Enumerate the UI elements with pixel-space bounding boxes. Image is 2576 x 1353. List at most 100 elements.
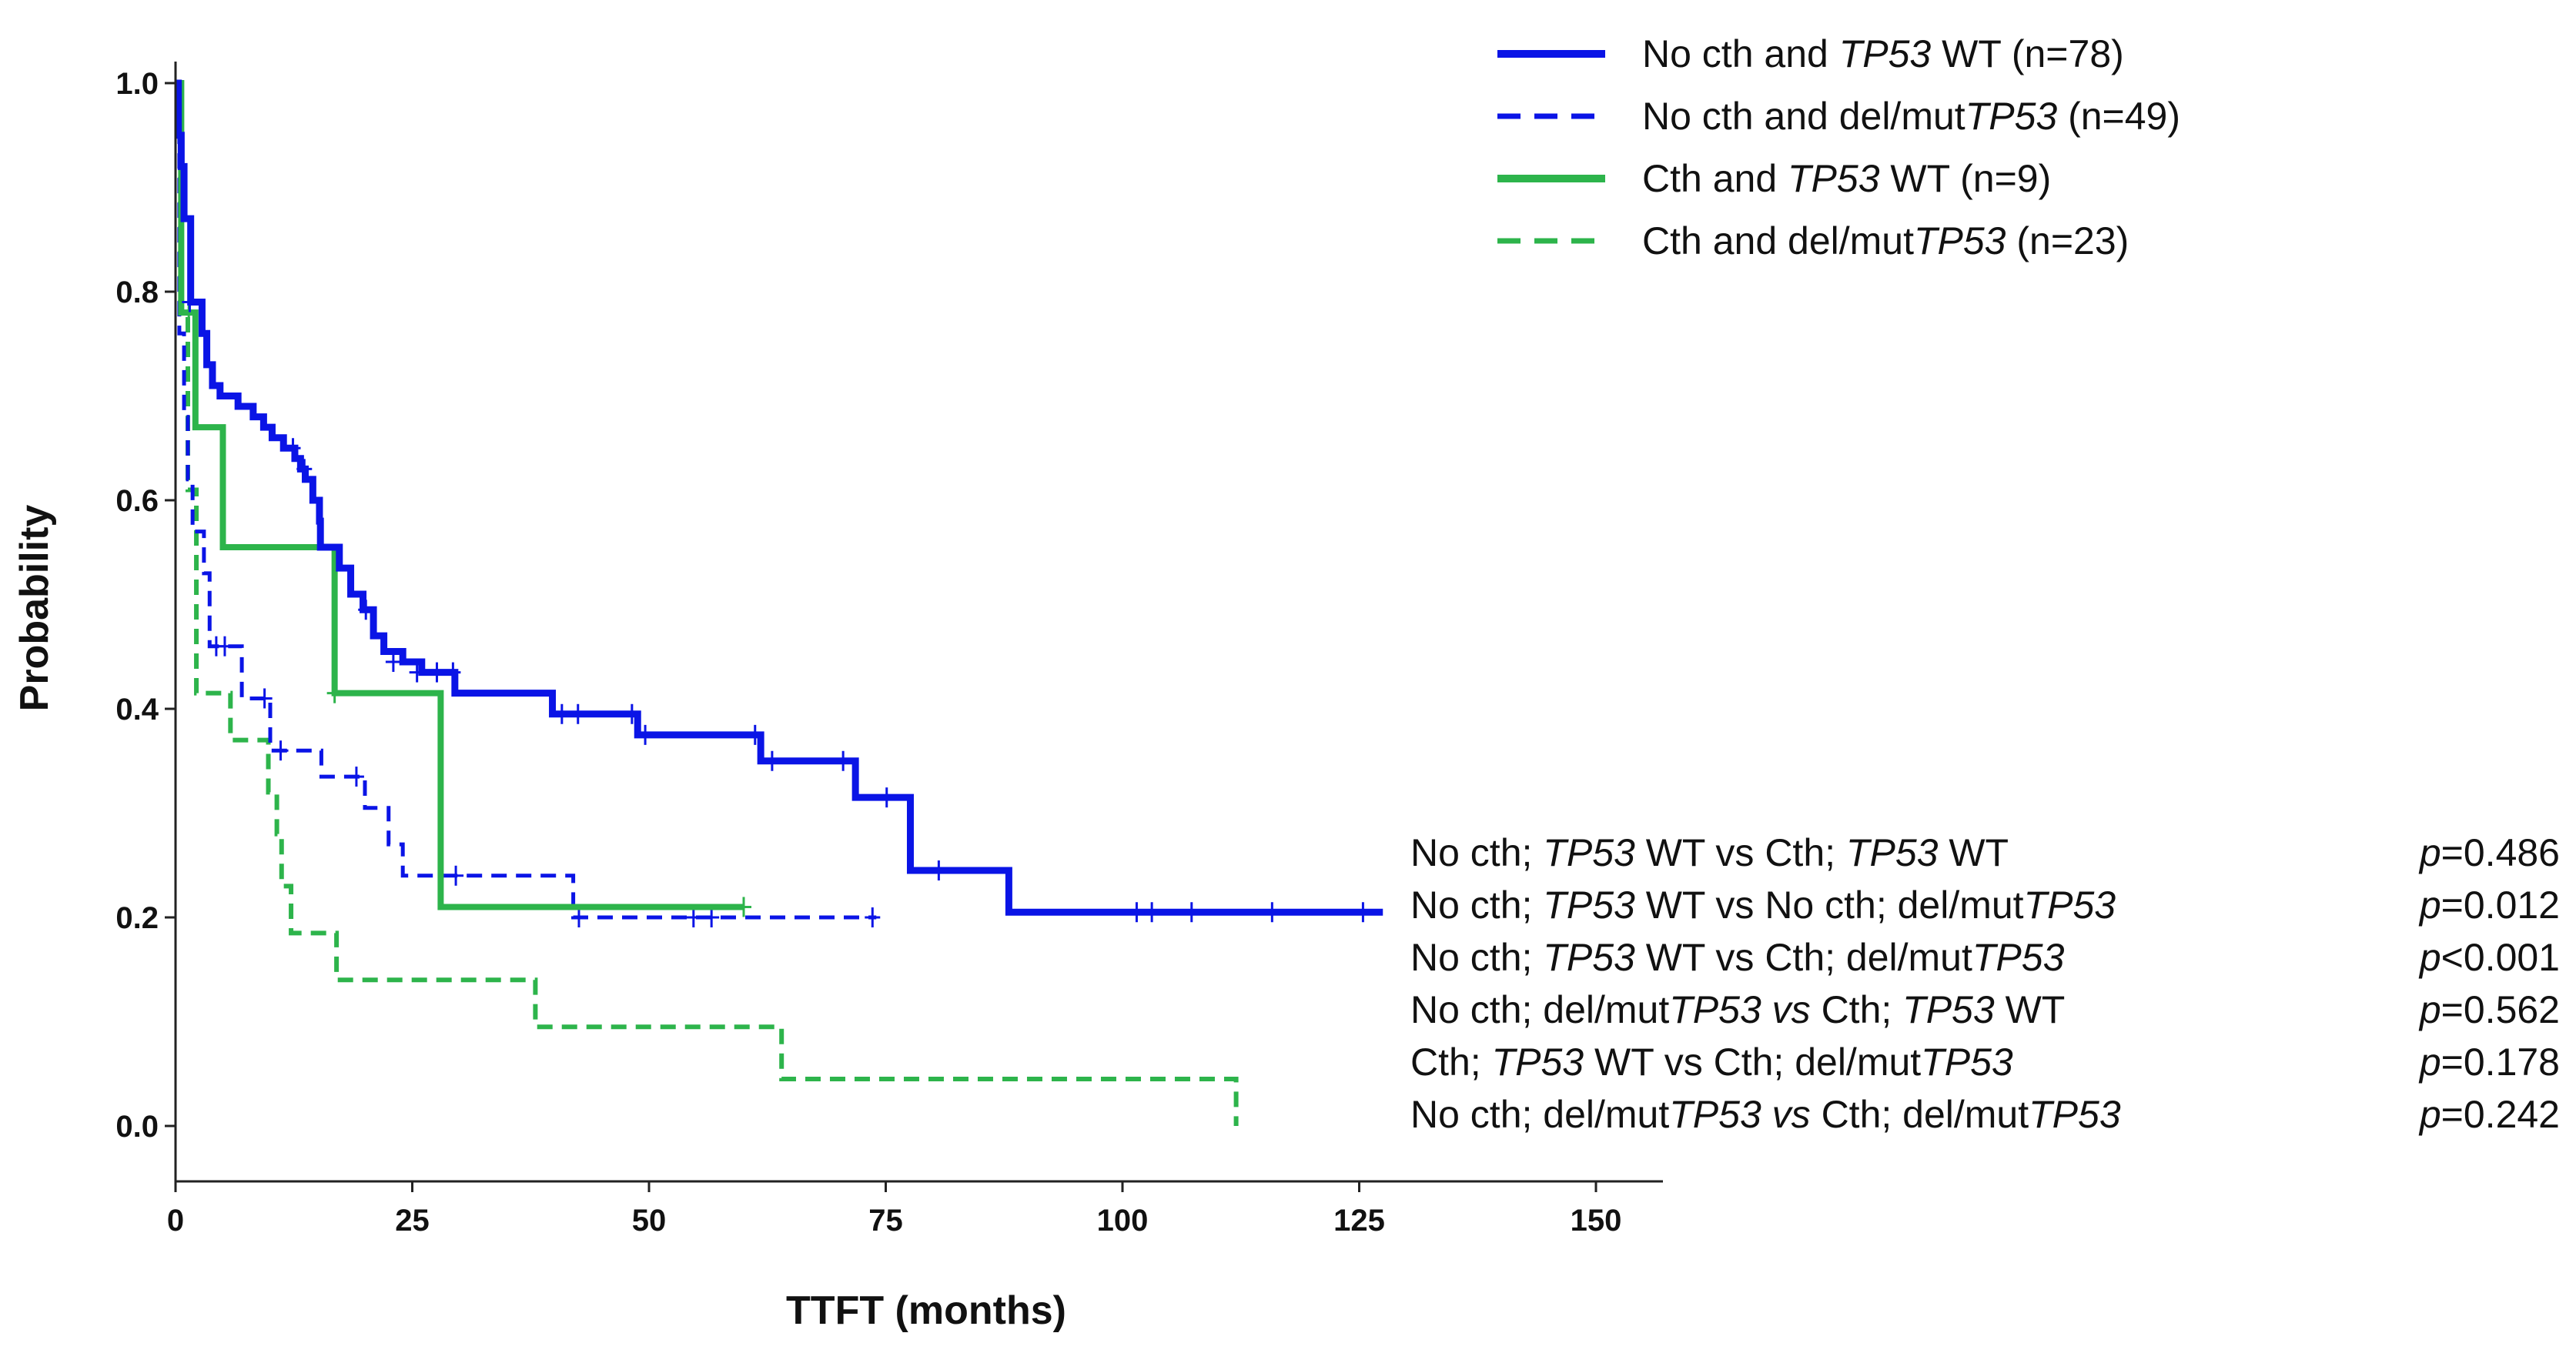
text-segment: Cth and: [1642, 157, 1788, 200]
legend: No cth and TP53 WT (n=78) No cth and del/…: [1497, 32, 2180, 262]
censor-mark: [570, 703, 586, 724]
text-segment: TP53: [1965, 95, 2058, 138]
text-segment: (n=49): [2057, 95, 2180, 138]
survival-curve: [176, 81, 877, 920]
censor-mark: [445, 662, 461, 683]
censor-mark: [747, 724, 763, 745]
x-axis-title: TTFT (months): [786, 1288, 1066, 1333]
x-tick-label: 125: [1333, 1204, 1385, 1238]
legend-label: No cth and del/mutTP53 (n=49): [1642, 95, 2180, 138]
censor-mark: [385, 652, 401, 673]
comparison-label: Cth; TP53 WT vs Cth; del/mutTP53: [1410, 1041, 2013, 1084]
p-symbol: p: [2418, 1093, 2441, 1136]
y-tick-label: 1.0: [115, 67, 159, 101]
y-tick-label: 0.6: [115, 484, 159, 518]
p-value: p<0.001: [2418, 936, 2560, 979]
p-symbol: p: [2418, 831, 2441, 874]
censor-mark: [685, 907, 701, 927]
p-symbol: p: [2418, 1041, 2441, 1084]
text-segment: TP53: [2029, 1093, 2121, 1136]
text-segment: TP53: [2024, 884, 2116, 927]
censor-mark: [1183, 902, 1199, 923]
censor-mark: [216, 636, 233, 656]
censor-mark: [256, 688, 273, 709]
censor-mark: [878, 787, 895, 808]
text-segment: WT: [1938, 831, 2009, 874]
text-segment: No cth;: [1410, 831, 1543, 874]
legend-label: Cth and TP53 WT (n=9): [1642, 157, 2051, 200]
comparison-label: No cth; del/mutTP53 vs Cth; del/mutTP53: [1410, 1093, 2121, 1136]
censor-mark: [409, 662, 425, 683]
text-segment: TP53 vs: [1669, 988, 1810, 1031]
censor-mark: [865, 907, 881, 927]
text-segment: TP53: [1788, 157, 1880, 200]
survival-curve: [176, 81, 1239, 1126]
censor-mark: [429, 662, 445, 683]
text-segment: No cth and: [1642, 32, 1839, 75]
censor-mark: [736, 897, 751, 917]
x-tick-label: 150: [1571, 1204, 1622, 1238]
censor-mark: [570, 907, 587, 927]
p-value: p=0.178: [2418, 1041, 2560, 1084]
censor-mark: [704, 907, 720, 927]
text-segment: TP53: [1914, 219, 2006, 262]
p-number: =0.178: [2441, 1041, 2560, 1084]
plot-area: [175, 79, 1383, 1126]
legend-label: Cth and del/mutTP53 (n=23): [1642, 219, 2129, 262]
text-segment: WT vs Cth; del/mut: [1584, 1041, 1921, 1084]
text-segment: WT vs Cth; del/mut: [1635, 936, 1972, 979]
axes: 0.0 0.2 0.4 0.6 0.8 1.0 0 25 50 75 100 125 150: [115, 62, 1663, 1238]
text-segment: WT (n=78): [1931, 32, 2124, 75]
survival-curve: [175, 79, 1383, 916]
text-segment: No cth; del/mut: [1410, 988, 1669, 1031]
p-symbol: p: [2418, 884, 2441, 927]
p-number: =0.486: [2441, 831, 2560, 874]
censor-mark: [448, 865, 464, 886]
censor-mark: [358, 600, 374, 620]
y-axis-title: Probability: [12, 505, 57, 712]
censor-mark: [348, 767, 364, 787]
censor-mark: [835, 750, 851, 771]
text-segment: Cth and del/mut: [1642, 219, 1914, 262]
p-number: <0.001: [2441, 936, 2560, 979]
text-segment: Cth; del/mut: [1811, 1093, 2029, 1136]
x-tick-label: 0: [167, 1204, 184, 1238]
censor-mark: [182, 292, 198, 312]
censor-mark: [637, 724, 654, 745]
censor-mark: [624, 703, 640, 724]
p-number: =0.242: [2441, 1093, 2560, 1136]
legend-label: No cth and TP53 WT (n=78): [1642, 32, 2124, 75]
text-segment: No cth and del/mut: [1642, 95, 1965, 138]
p-value: p=0.486: [2418, 831, 2560, 874]
censor-mark: [931, 860, 947, 881]
p-symbol: p: [2418, 936, 2441, 979]
x-tick-label: 100: [1097, 1204, 1149, 1238]
text-segment: No cth;: [1410, 884, 1543, 927]
text-segment: TP53: [1839, 32, 1932, 75]
x-tick-label: 50: [632, 1204, 667, 1238]
censor-mark: [296, 459, 313, 479]
censor-mark: [1129, 902, 1145, 923]
text-segment: TP53 vs: [1669, 1093, 1810, 1136]
censor-mark: [326, 683, 343, 703]
p-number: =0.012: [2441, 884, 2560, 927]
censor-mark: [1264, 902, 1280, 923]
text-segment: TP53: [1492, 1041, 1584, 1084]
censor-mark: [285, 438, 301, 459]
text-segment: TP53: [1543, 884, 1635, 927]
p-value: p=0.242: [2418, 1093, 2560, 1136]
text-segment: TP53: [1543, 831, 1635, 874]
text-segment: TP53: [1846, 831, 1939, 874]
comparison-label: No cth; TP53 WT vs Cth; del/mutTP53: [1410, 936, 2065, 979]
text-segment: Cth;: [1811, 988, 1902, 1031]
p-value: p=0.012: [2418, 884, 2560, 927]
text-segment: WT vs Cth;: [1635, 831, 1846, 874]
p-value: p=0.562: [2418, 988, 2560, 1031]
x-tick-label: 75: [868, 1204, 903, 1238]
comparison-label: No cth; del/mutTP53 vs Cth; TP53 WT: [1410, 988, 2065, 1031]
x-tick-label: 25: [395, 1204, 430, 1238]
survival-curve: [176, 80, 744, 910]
y-tick-label: 0.8: [115, 276, 159, 309]
text-segment: Cth;: [1410, 1041, 1492, 1084]
censor-mark: [1144, 902, 1160, 923]
